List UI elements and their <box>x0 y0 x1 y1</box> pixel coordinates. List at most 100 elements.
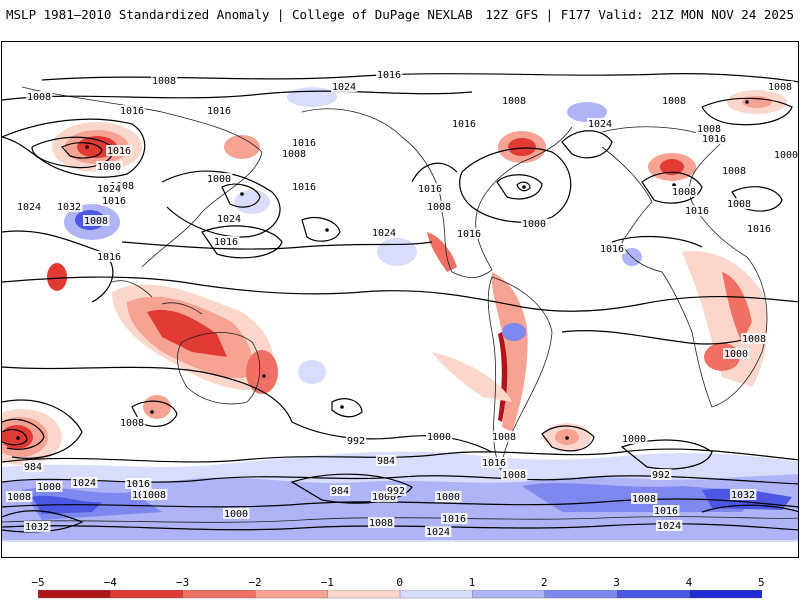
isobar-label: 1008 <box>722 166 746 177</box>
contour-label-bg <box>346 435 367 446</box>
isobar-label: 1008 <box>727 199 751 210</box>
colorbar-tick-label: −5 <box>31 576 45 589</box>
isobar-label: 1024 <box>372 228 396 239</box>
contour-label-bg <box>773 149 798 160</box>
isobar-label: 1000 <box>522 219 546 230</box>
isobar-label: 1008 <box>697 124 721 135</box>
isobar-label: 1016 <box>292 182 316 193</box>
contour-label-bg <box>26 91 53 102</box>
isobar-label: 1016 <box>600 244 624 255</box>
map-title: MSLP 1981–2010 Standardized Anomaly | Co… <box>6 7 473 22</box>
contour-label-bg <box>101 195 128 206</box>
contour-label-bg <box>656 520 683 531</box>
isobar-label: 1016 <box>97 252 121 263</box>
colorbar-tick-label: 5 <box>757 576 765 589</box>
isobar-label: 1000 <box>372 492 396 503</box>
contour-label-bg <box>96 183 123 194</box>
colorbar-tick-label: 3 <box>613 576 620 589</box>
isobar-label: 1008 <box>632 494 656 505</box>
contour-label-bg <box>501 469 528 480</box>
isobar-label: 1008 <box>502 96 526 107</box>
isobar-label: 1008 <box>369 518 393 529</box>
contour-label-bg <box>36 481 63 492</box>
isobar-label: 1016 <box>126 479 150 490</box>
contour-label-bg <box>119 417 146 428</box>
contour-label-bg <box>376 69 403 80</box>
pressure-centers <box>16 100 749 440</box>
colorbar-tick-label: 4 <box>685 576 693 589</box>
anomaly-colorbar: −5 −4 −3 −2 −1 0 1 2 3 4 5 <box>0 570 800 600</box>
contour-label-bg <box>621 433 648 444</box>
isobar-label: 1008 <box>427 202 451 213</box>
colorbar-scale <box>38 590 762 599</box>
isobar-label: 1016 <box>207 106 231 117</box>
isobar-label: 1000 <box>724 349 748 360</box>
colorbar-segment <box>689 590 762 599</box>
contour-label-bg <box>723 348 750 359</box>
contour-label-bg <box>746 223 773 234</box>
contour-label-bg <box>291 181 318 192</box>
contour-label-bg <box>730 489 757 500</box>
isobar-label: 984 <box>377 456 395 467</box>
colorbar-tick-label: 0 <box>396 576 403 589</box>
isobar-label: 1000 <box>436 492 460 503</box>
isobar-label: 1000 <box>207 174 231 185</box>
isobar-label: 1008 <box>672 187 696 198</box>
isobar-label: 1016 <box>107 146 131 157</box>
contour-label-bg <box>417 183 444 194</box>
contour-label-bg <box>291 137 318 148</box>
isobar-label: 1024 <box>588 119 612 130</box>
contour-label-bg <box>684 205 711 216</box>
contour-label-bg <box>451 118 478 129</box>
isobar-label: 1016 <box>377 70 401 81</box>
isobar-label: 1016 <box>120 106 144 117</box>
isobar-label: 1016 <box>654 506 678 517</box>
contour-label-bg <box>56 201 83 212</box>
contour-label-bg <box>481 457 508 468</box>
isobar-label: 1000 <box>224 509 248 520</box>
contour-label-bg <box>653 505 680 516</box>
contour-label-bg <box>441 513 468 524</box>
colorbar-tick-label: −2 <box>248 576 262 589</box>
contour-label-bg <box>726 198 753 209</box>
contour-label-bg <box>6 491 33 502</box>
isobar-label: 1016 <box>457 229 481 240</box>
isobar-label: 1008 <box>768 82 792 93</box>
isobar-label: 1016 <box>292 138 316 149</box>
isobar-label: 1032 <box>57 202 81 213</box>
contour-label-bg <box>521 218 548 229</box>
colorbar-tick-label: −3 <box>176 576 190 589</box>
contour-label-bg <box>671 186 698 197</box>
colorbar-tick-label: 2 <box>540 576 548 589</box>
isobar-label: 1016 <box>442 514 466 525</box>
contour-label-bg <box>587 118 614 129</box>
colorbar-tick-label: 1 <box>468 576 476 589</box>
colorbar-segment <box>110 590 184 599</box>
isobar-label: 1024 <box>72 478 96 489</box>
contour-label-bg <box>696 123 723 134</box>
colorbar-segment <box>399 590 474 599</box>
colorbar-tick-label: −1 <box>320 576 334 589</box>
isobar-label: 1024 <box>657 521 681 532</box>
header: MSLP 1981–2010 Standardized Anomaly | Co… <box>0 0 800 28</box>
contour-label-bg <box>371 491 398 502</box>
isobar-label: 1008 <box>152 76 176 87</box>
isobar-label: 1008 <box>84 216 108 227</box>
contour-label-bg <box>206 105 233 116</box>
isobar-label: 1024 <box>97 184 121 195</box>
isobar-label: 1008 <box>502 470 526 481</box>
isobar-label: 1000 <box>622 434 646 445</box>
contour-label-bg <box>206 173 233 184</box>
contour-label-bg <box>151 75 178 86</box>
contour-label-bg <box>741 333 768 344</box>
contour-label-bg <box>23 461 44 472</box>
contour-label-bg <box>368 517 395 528</box>
isobar-label: 1016 <box>452 119 476 130</box>
contour-label-bg <box>426 201 453 212</box>
contour-label-bg <box>386 485 407 496</box>
contour-label-bg <box>435 491 462 502</box>
isobar-label: 1016 <box>747 224 771 235</box>
isobar-label: 1016 <box>685 206 709 217</box>
contour-label-bg <box>281 148 308 159</box>
isobar-label: 1032 <box>25 522 49 533</box>
